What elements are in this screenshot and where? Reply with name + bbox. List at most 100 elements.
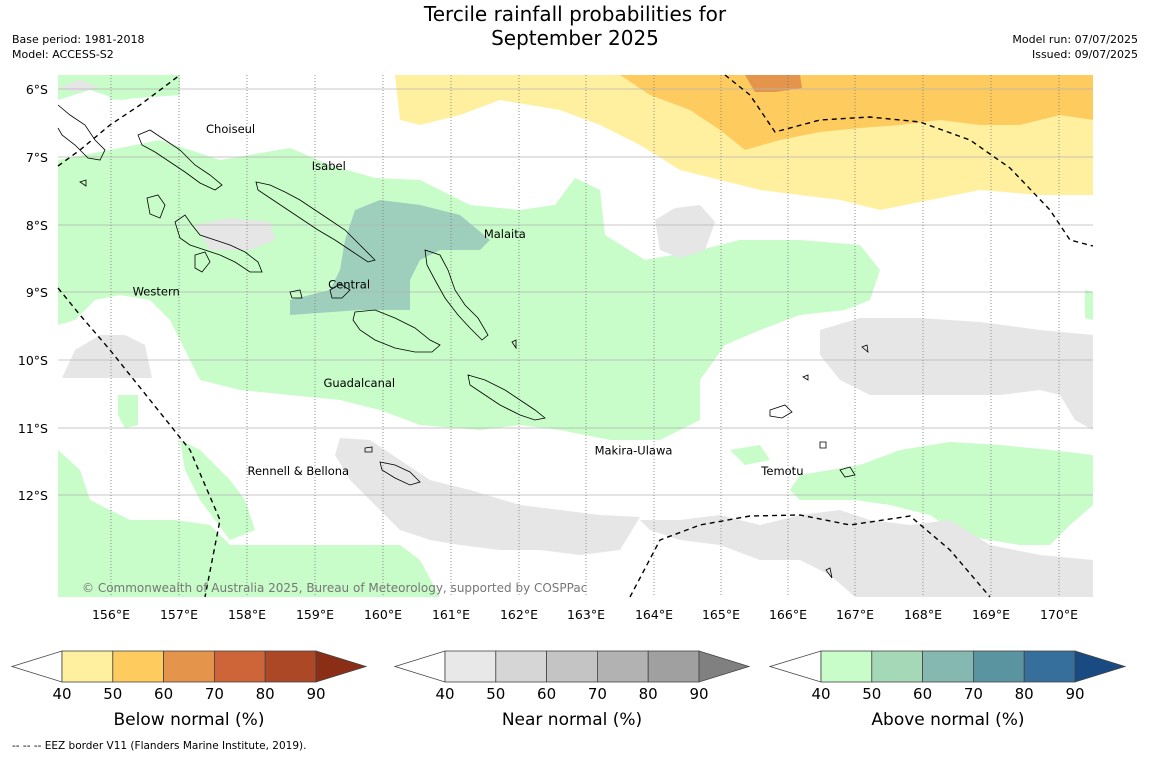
lon-label: 167°E [836, 607, 874, 622]
above-normal-region-left [58, 75, 165, 100]
lat-label: 9°S [26, 285, 48, 300]
latitude-labels: 6°S 7°S 8°S 9°S 10°S 11°S 12°S [18, 82, 48, 503]
lon-label: 160°E [364, 607, 402, 622]
lon-label: 159°E [296, 607, 334, 622]
above-normal-region-small-2 [118, 395, 138, 428]
colorbar-cell [213, 650, 266, 683]
eez-legend-note: -- -- -- EEZ border V11 (Flanders Marine… [12, 740, 307, 752]
colorbar-tick-label: 60 [913, 685, 932, 703]
colorbar-tick-label: 90 [1065, 685, 1084, 703]
near-normal-region-east [820, 318, 1093, 430]
colorbar-title: Below normal (%) [114, 710, 265, 730]
colorbar-tick-label: 80 [256, 685, 275, 703]
colorbar-title: Above normal (%) [871, 710, 1024, 730]
shortland-coast [79, 179, 87, 187]
above-normal-region-south [58, 450, 440, 597]
near-normal-region-southeast [640, 510, 1093, 597]
colorbar-cell [163, 650, 215, 683]
colorbar-tick-label: 80 [639, 685, 658, 703]
colorbar-tick-label: 70 [205, 685, 224, 703]
place-label-isabel: Isabel [312, 159, 346, 173]
colorbar-3: 40 50 60 70 80 90 Above normal (%) [768, 650, 1127, 730]
colorbar-cell [871, 650, 923, 683]
model-name: Model: ACCESS-S2 [12, 48, 114, 61]
near-normal-region-west [62, 335, 152, 378]
coastlines [57, 104, 869, 579]
bellona-coast [364, 446, 373, 453]
colorbar-cell [973, 650, 1025, 683]
colorbar-cell [922, 650, 974, 683]
above-normal-region-60 [290, 200, 490, 315]
above-normal-region-east [790, 442, 1093, 545]
base-period: Base period: 1981-2018 [12, 33, 145, 46]
place-label-central: Central [328, 278, 370, 292]
bougainville-coast [57, 104, 106, 161]
ndende-coast [769, 404, 793, 419]
place-label-malaita: Malaita [484, 227, 526, 241]
ontong-coast [511, 339, 517, 350]
colorbar-tick-label: 90 [689, 685, 708, 703]
map-title: Tercile rainfall probabilities for Septe… [0, 2, 1150, 50]
duff-islands-coast [861, 344, 869, 353]
colorbar-tick-label: 50 [862, 685, 881, 703]
near-normal-region-isles [195, 218, 275, 250]
russell-islands-coast [289, 289, 303, 299]
lat-label: 11°S [18, 421, 48, 436]
colorbar-extend-high [1074, 650, 1127, 683]
grid-lines [58, 88, 1093, 496]
place-labels: Choiseul Isabel Malaita Central Western Guada… [133, 122, 804, 478]
florida-islands-coast [329, 283, 351, 299]
reef-islands-coast [802, 374, 809, 381]
eez-border-north-west [57, 74, 181, 167]
model-run: Model run: 07/07/2025 [1012, 33, 1138, 46]
place-label-western: Western [133, 285, 180, 299]
colorbar-extend-high [315, 650, 368, 683]
lon-label: 162°E [500, 607, 538, 622]
lon-label: 158°E [228, 607, 266, 622]
colorbar-extend-high [698, 650, 751, 683]
eez-border-south [629, 514, 991, 598]
lon-label: 161°E [432, 607, 470, 622]
anuta-coast [819, 441, 827, 449]
choiseul-coast [137, 129, 223, 191]
lat-label: 7°S [26, 150, 48, 165]
place-label-makira-ulawa: Makira-Ulawa [595, 444, 673, 458]
lon-label: 166°E [769, 607, 807, 622]
near-normal-region-south [335, 438, 640, 555]
lon-label: 170°E [1040, 607, 1078, 622]
below-normal-region-60 [620, 75, 1093, 150]
probability-fields [58, 75, 1093, 597]
colorbar-tick-label: 60 [154, 685, 173, 703]
colorbar-cell [264, 650, 317, 683]
lon-label: 156°E [92, 607, 130, 622]
colorbar-tick-label: 40 [52, 685, 71, 703]
colorbar-tick-label: 60 [537, 685, 556, 703]
longitude-labels: 156°E 157°E 158°E 159°E 160°E 161°E 162°… [92, 607, 1078, 622]
eez-borders [57, 74, 1094, 598]
near-normal-region-mid [655, 205, 715, 258]
map-title-line-1: Tercile rainfall probabilities for [423, 2, 727, 26]
rendova-coast [194, 251, 211, 273]
isabel-coast [255, 181, 376, 263]
lat-label: 6°S [26, 82, 48, 97]
colorbar-cell [820, 650, 873, 683]
makira-coast [467, 374, 546, 421]
above-normal-region-mid [180, 440, 255, 540]
issued-date: Issued: 09/07/2025 [1031, 48, 1138, 61]
lat-label: 8°S [26, 218, 48, 233]
above-normal-region-main [58, 75, 880, 440]
place-label-temotu: Temotu [760, 464, 803, 478]
vella-lavella-coast [146, 194, 166, 219]
colorbar-cell [546, 650, 598, 683]
colorbar-tick-label: 40 [435, 685, 454, 703]
colorbar-tick-label: 90 [306, 685, 325, 703]
colorbar-cell [1023, 650, 1076, 683]
above-normal-region-edge [1085, 290, 1093, 320]
colorbar-extend-low [393, 650, 446, 683]
colorbar-cell [597, 650, 649, 683]
colorbar-tick-label: 50 [103, 685, 122, 703]
lon-label: 164°E [635, 607, 673, 622]
colorbar-tick-label: 50 [486, 685, 505, 703]
lon-label: 163°E [567, 607, 605, 622]
